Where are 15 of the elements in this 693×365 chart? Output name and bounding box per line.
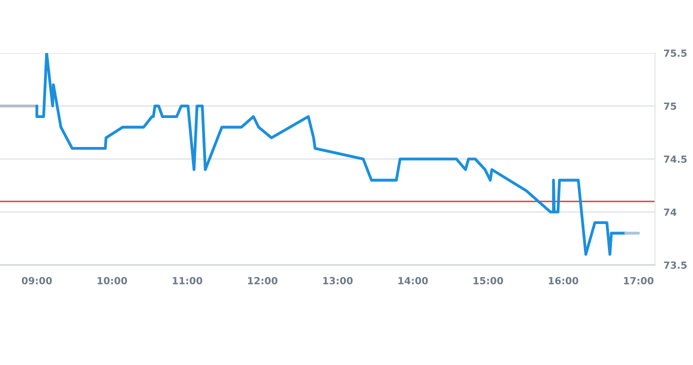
y-tick-label: 74.5	[664, 156, 687, 163]
x-tick-label: 17:00	[624, 276, 654, 284]
x-tick-label: 09:00	[22, 276, 52, 284]
x-tick-label: 11:00	[172, 276, 202, 284]
y-tick-label: 75	[664, 102, 676, 110]
x-tick-label: 10:00	[98, 276, 128, 284]
x-tick-label: 13:00	[323, 276, 353, 284]
x-tick-label: 16:00	[548, 276, 578, 284]
x-tick-label: 14:00	[398, 276, 428, 284]
y-tick-label: 75.5	[664, 50, 687, 57]
y-tick-label: 73.5	[664, 261, 687, 269]
y-tick-label: 74	[664, 208, 676, 216]
x-tick-label: 15:00	[474, 276, 504, 284]
line-series	[35, 53, 628, 256]
x-tick-label: 12:00	[248, 276, 278, 284]
